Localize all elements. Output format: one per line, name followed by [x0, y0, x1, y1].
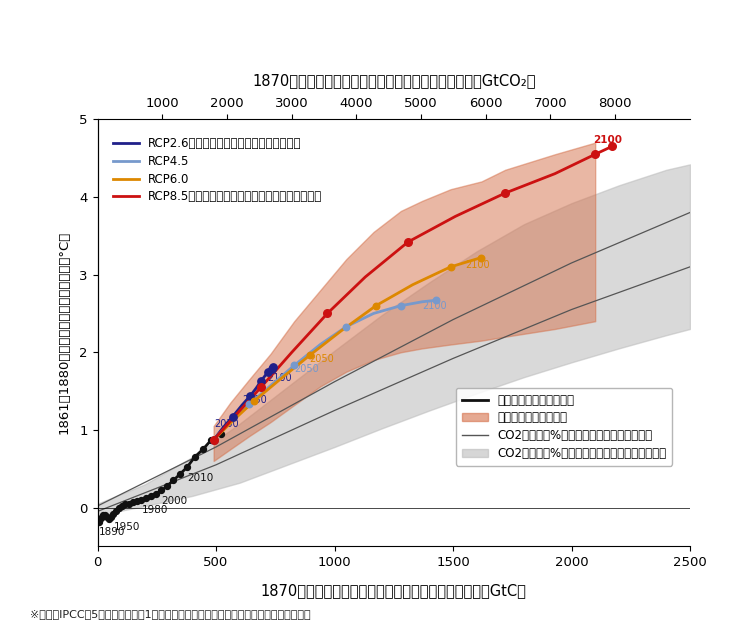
Text: 1950: 1950 — [113, 521, 140, 531]
Point — [112, 502, 125, 512]
Text: 1980: 1980 — [141, 505, 168, 515]
Point — [476, 252, 488, 263]
Point — [266, 364, 278, 374]
Point — [606, 141, 618, 151]
Point — [93, 516, 105, 526]
Point — [206, 435, 218, 445]
Point — [430, 295, 442, 305]
Point — [116, 501, 128, 511]
Point — [135, 495, 147, 505]
Point — [96, 512, 108, 522]
Point — [402, 237, 414, 247]
Point — [107, 509, 119, 519]
Point — [123, 499, 135, 509]
Point — [145, 491, 157, 501]
Point — [208, 435, 220, 445]
Text: 2050: 2050 — [310, 354, 334, 364]
Text: 2100: 2100 — [268, 373, 292, 383]
Point — [445, 262, 457, 272]
Point — [161, 481, 173, 491]
Point — [167, 475, 179, 485]
Text: 2100: 2100 — [592, 134, 622, 144]
Point — [155, 485, 167, 495]
Point — [214, 429, 226, 439]
Point — [370, 301, 382, 311]
Point — [248, 396, 260, 406]
Point — [101, 512, 113, 522]
Point — [500, 188, 512, 198]
Point — [119, 499, 131, 509]
Point — [99, 511, 111, 521]
Text: 2030: 2030 — [214, 419, 239, 429]
Text: 2050: 2050 — [242, 395, 267, 404]
Point — [103, 514, 115, 524]
Point — [590, 149, 602, 160]
Point — [94, 514, 106, 524]
Point — [394, 301, 406, 311]
Point — [243, 399, 255, 409]
Text: 2010: 2010 — [187, 474, 213, 484]
Point — [140, 493, 152, 503]
Text: ※出典　IPCC第5次評価報告書第1作業部会報告書政策決定者向け要約気象庁訳から作成: ※出典 IPCC第5次評価報告書第1作業部会報告書政策決定者向け要約気象庁訳から… — [30, 609, 310, 619]
Point — [174, 469, 186, 479]
Point — [131, 496, 143, 506]
X-axis label: 1870年以降の人為期限の二酸化炭素の累積総排出量（GtC）: 1870年以降の人為期限の二酸化炭素の累積総排出量（GtC） — [261, 583, 526, 598]
Text: 1890: 1890 — [99, 527, 125, 537]
Point — [226, 412, 238, 422]
Point — [255, 376, 267, 386]
Y-axis label: 1861～1880年平均と比較した気温変化（°C）: 1861～1880年平均と比較した気温変化（°C） — [58, 231, 71, 435]
Point — [127, 497, 139, 507]
Point — [150, 489, 162, 499]
X-axis label: 1870年以降の人為期限の二酸化炭素の累積総排出量（GtCO₂）: 1870年以降の人為期限の二酸化炭素の累積総排出量（GtCO₂） — [252, 73, 536, 89]
Text: 2100: 2100 — [422, 301, 447, 311]
Point — [208, 435, 220, 445]
Point — [267, 362, 279, 372]
Point — [288, 360, 300, 371]
Point — [244, 391, 256, 401]
Point — [208, 435, 220, 445]
Point — [255, 382, 267, 392]
Point — [208, 435, 220, 445]
Point — [322, 308, 334, 318]
Point — [98, 511, 109, 521]
Point — [340, 322, 352, 332]
Point — [262, 367, 274, 377]
Point — [105, 512, 117, 522]
Point — [181, 462, 193, 472]
Point — [304, 350, 316, 360]
Legend: 過去の期間のモデル結果, シミュレーションの幅, CO2を年率１%増加させたシミュレーション, CO2を年率１%増加させたシミュレーションの幅: 過去の期間のモデル結果, シミュレーションの幅, CO2を年率１%増加させたシミ… — [456, 388, 672, 466]
Text: 2000: 2000 — [161, 496, 188, 506]
Point — [197, 444, 209, 454]
Text: 2050: 2050 — [294, 364, 319, 374]
Point — [189, 452, 201, 462]
Text: 2100: 2100 — [465, 261, 490, 271]
Point — [110, 506, 122, 516]
